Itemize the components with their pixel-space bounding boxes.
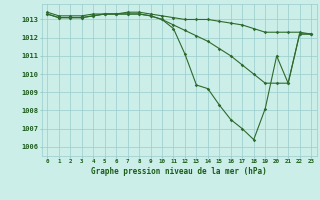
X-axis label: Graphe pression niveau de la mer (hPa): Graphe pression niveau de la mer (hPa)	[91, 167, 267, 176]
